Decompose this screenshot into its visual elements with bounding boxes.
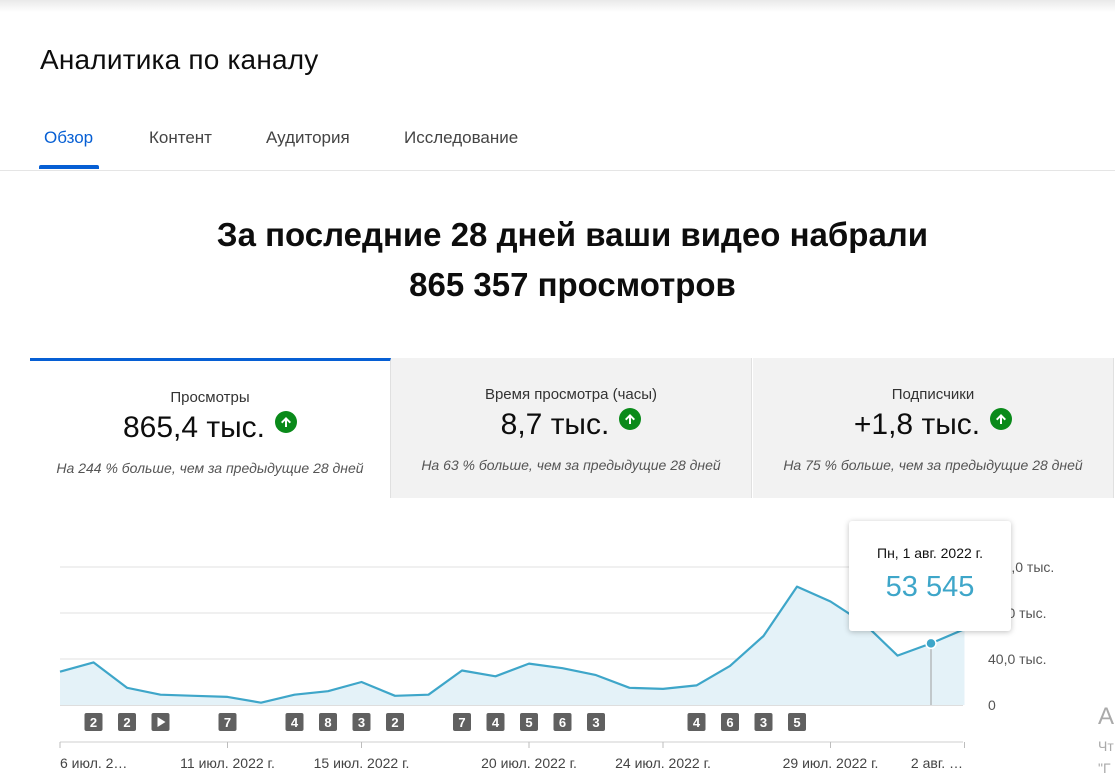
event-marker bbox=[453, 713, 471, 731]
play-icon bbox=[157, 717, 166, 727]
summary-headline: За последние 28 дней ваши видео набрали … bbox=[0, 210, 1115, 310]
event-marker bbox=[386, 713, 404, 731]
metric-card-views[interactable]: Просмотры 865,4 тыс. На 244 % больше, че… bbox=[30, 358, 391, 498]
x-tick-label: 29 июл. 2022 г. bbox=[783, 755, 879, 771]
event-marker bbox=[788, 713, 806, 731]
page-title: Аналитика по каналу bbox=[40, 44, 319, 75]
area-fill bbox=[60, 586, 965, 705]
metric-label: Время просмотра (часы) bbox=[484, 386, 658, 403]
metric-value: 8,7 тыс. bbox=[391, 408, 751, 442]
metric-cards: Просмотры 865,4 тыс. На 244 % больше, че… bbox=[30, 358, 1115, 498]
event-marker bbox=[118, 713, 136, 731]
x-tick-label: 2 авг. … bbox=[911, 755, 963, 771]
metric-comparison: На 75 % больше, чем за предыдущие 28 дне… bbox=[783, 457, 1083, 473]
metric-value-text: +1,8 тыс. bbox=[853, 408, 981, 441]
event-marker-label: 4 bbox=[693, 715, 701, 730]
metric-value: 865,4 тыс. bbox=[30, 411, 390, 445]
metric-value-text: 865,4 тыс. bbox=[122, 411, 266, 444]
event-marker-label: 2 bbox=[123, 715, 130, 730]
event-marker bbox=[84, 713, 103, 731]
event-marker-label: 7 bbox=[458, 715, 465, 730]
tab-bar: Обзор Контент Аудитория Исследование bbox=[0, 118, 1115, 171]
event-marker-label: 2 bbox=[90, 715, 97, 730]
y-tick-label: 40,0 тыс. bbox=[988, 651, 1047, 667]
series-line bbox=[59, 585, 965, 704]
arrow-up-icon bbox=[275, 411, 298, 433]
event-marker bbox=[352, 713, 371, 731]
headline-line1: За последние 28 дней ваши видео набрали bbox=[216, 216, 929, 253]
event-marker bbox=[754, 713, 773, 731]
tooltip-date: Пн, 1 авг. 2022 г. bbox=[877, 545, 983, 561]
x-tick-label: 24 июл. 2022 г. bbox=[615, 755, 711, 771]
truncated-sidebar-text: Чт bbox=[1098, 738, 1114, 754]
event-marker bbox=[553, 713, 572, 731]
highlight-point bbox=[925, 637, 937, 650]
event-marker-label: 3 bbox=[592, 715, 599, 730]
metric-card-subscribers[interactable]: Подписчики +1,8 тыс. На 75 % больше, чем… bbox=[753, 358, 1114, 498]
metric-value: +1,8 тыс. bbox=[753, 408, 1113, 442]
top-shadow bbox=[0, 0, 1115, 12]
event-marker-label: 5 bbox=[793, 715, 800, 730]
truncated-sidebar-text: "Г bbox=[1098, 760, 1111, 776]
event-marker bbox=[587, 713, 605, 731]
event-marker-label: 2 bbox=[391, 715, 398, 730]
event-marker bbox=[486, 713, 505, 731]
x-tick-label: 15 июл. 2022 г. bbox=[314, 755, 410, 771]
x-tick-label: 6 июл. 2… bbox=[60, 755, 127, 771]
event-marker-label: 4 bbox=[492, 715, 500, 730]
tab-research[interactable]: Исследование bbox=[404, 128, 519, 147]
metric-label: Просмотры bbox=[170, 389, 250, 406]
active-tab-indicator bbox=[39, 165, 99, 169]
metric-label: Подписчики bbox=[891, 386, 975, 403]
tab-audience[interactable]: Аудитория bbox=[266, 128, 350, 147]
event-marker-label: 4 bbox=[291, 715, 299, 730]
truncated-sidebar-text: А bbox=[1098, 703, 1115, 730]
event-marker-label: 8 bbox=[324, 715, 331, 730]
x-tick-label: 20 июл. 2022 г. bbox=[481, 755, 577, 771]
event-marker bbox=[721, 713, 739, 731]
metric-card-watch-time[interactable]: Время просмотра (часы) 8,7 тыс. На 63 % … bbox=[391, 358, 752, 498]
tab-content[interactable]: Контент bbox=[149, 128, 212, 147]
event-marker-label: 6 bbox=[559, 715, 566, 730]
y-tick-label: 0 bbox=[988, 697, 996, 713]
event-marker bbox=[285, 713, 304, 731]
event-marker-label: 3 bbox=[760, 715, 767, 730]
event-marker-label: 5 bbox=[525, 715, 532, 730]
event-marker bbox=[218, 713, 237, 731]
metric-comparison: На 63 % больше, чем за предыдущие 28 дне… bbox=[421, 457, 721, 473]
metric-comparison: На 244 % больше, чем за предыдущие 28 дн… bbox=[56, 460, 364, 476]
arrow-up-icon bbox=[619, 408, 642, 430]
event-marker-label: 7 bbox=[224, 715, 231, 730]
event-marker bbox=[520, 713, 538, 731]
tab-overview[interactable]: Обзор bbox=[44, 128, 94, 147]
arrow-up-icon bbox=[990, 408, 1013, 430]
chart-tooltip: Пн, 1 авг. 2022 г. 53 545 bbox=[849, 521, 1011, 631]
event-marker-label: 6 bbox=[726, 715, 733, 730]
event-marker bbox=[319, 713, 337, 731]
event-marker bbox=[687, 713, 706, 731]
tooltip-value: 53 545 bbox=[885, 571, 975, 603]
event-marker-label: 3 bbox=[358, 715, 365, 730]
x-tick-label: 11 июл. 2022 г. bbox=[180, 755, 275, 771]
headline-line2: 865 357 просмотров bbox=[409, 266, 736, 303]
metric-value-text: 8,7 тыс. bbox=[500, 408, 610, 441]
